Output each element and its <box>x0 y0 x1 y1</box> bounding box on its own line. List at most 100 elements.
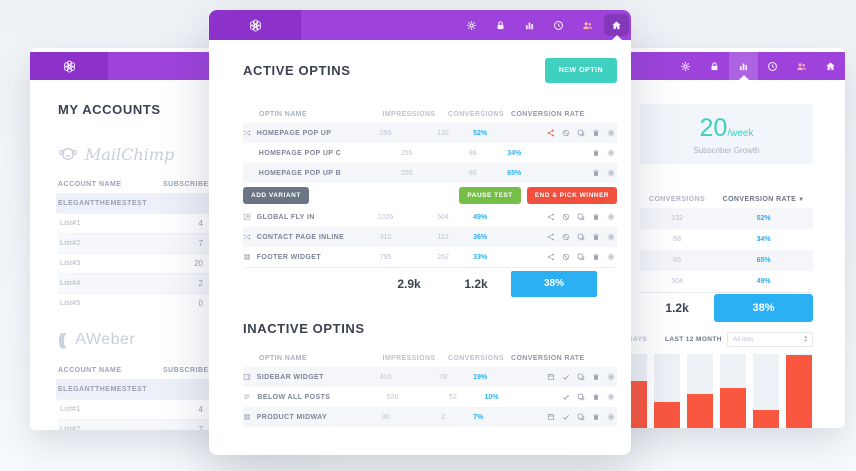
share-icon[interactable] <box>547 233 555 241</box>
accounts-icon[interactable] <box>573 10 602 40</box>
settings-icon[interactable] <box>607 253 615 261</box>
trash-icon[interactable] <box>592 373 600 381</box>
account-name-header: ACCOUNT NAME <box>58 180 122 188</box>
schedule-icon[interactable] <box>544 10 573 40</box>
ab-test-icon <box>243 129 257 137</box>
activate-check-icon[interactable] <box>562 373 570 381</box>
schedule-icon[interactable] <box>758 52 787 80</box>
duplicate-icon[interactable] <box>577 253 585 261</box>
preview-icon[interactable] <box>547 373 555 381</box>
activate-check-icon[interactable] <box>562 413 570 421</box>
conversions-header: CONVERSIONS <box>649 195 706 203</box>
settings-icon[interactable] <box>607 413 615 421</box>
duplicate-icon[interactable] <box>577 373 585 381</box>
stats-window: 20/week Subscriber Growth CONVERSIONS CO… <box>612 48 845 428</box>
settings-icon[interactable] <box>457 10 486 40</box>
select-arrows-icon: ▴ ▾ <box>804 334 807 344</box>
mailchimp-logo-text: MailChimp <box>85 144 175 164</box>
settings-icon[interactable] <box>607 169 615 177</box>
trash-icon[interactable] <box>592 129 600 137</box>
duplicate-icon[interactable] <box>577 129 585 137</box>
conversions-header: CONVERSIONS <box>447 354 505 362</box>
new-optin-button[interactable]: NEW OPTIN <box>544 58 617 83</box>
trash-icon[interactable] <box>592 233 600 241</box>
list-item: List#1 4 <box>58 213 294 233</box>
duplicate-icon[interactable] <box>577 213 585 221</box>
conversion-rate-sort-header[interactable]: CONVERSION RATE ▼ <box>722 195 805 203</box>
activate-check-icon[interactable] <box>562 393 570 401</box>
home-icon[interactable] <box>816 52 845 80</box>
lock-icon[interactable] <box>700 52 729 80</box>
mailchimp-monkey-icon <box>58 144 78 164</box>
table-row: 65 65% <box>640 250 813 271</box>
pause-test-button[interactable]: PAUSE TEST <box>459 186 521 204</box>
share-icon[interactable] <box>547 129 555 137</box>
aweber-logo-text: AWeber <box>75 331 136 348</box>
optins-window-header <box>209 10 631 40</box>
sort-desc-icon: ▼ <box>798 196 805 203</box>
disable-icon[interactable] <box>562 233 570 241</box>
settings-icon[interactable] <box>607 373 615 381</box>
disable-icon[interactable] <box>562 253 570 261</box>
settings-icon[interactable] <box>607 149 615 157</box>
accounts-page-title: MY ACCOUNTS <box>58 102 161 117</box>
trash-icon[interactable] <box>592 413 600 421</box>
chart-column <box>753 354 779 428</box>
disable-icon[interactable] <box>562 129 570 137</box>
subscriber-growth-card: 20/week Subscriber Growth <box>640 104 813 164</box>
duplicate-icon[interactable] <box>577 233 585 241</box>
account-name-header: ACCOUNT NAME <box>58 366 122 374</box>
share-icon[interactable] <box>547 213 555 221</box>
aweber-mark-icon: (( <box>58 330 67 349</box>
preview-icon[interactable] <box>547 413 555 421</box>
trash-icon[interactable] <box>592 149 600 157</box>
settings-icon[interactable] <box>671 52 700 80</box>
home-icon[interactable] <box>602 10 631 40</box>
impressions-header: IMPRESSIONS <box>382 110 436 118</box>
share-icon[interactable] <box>547 253 555 261</box>
stats-icon[interactable] <box>729 52 758 80</box>
settings-icon[interactable] <box>607 393 615 401</box>
settings-icon[interactable] <box>607 129 615 137</box>
subscriber-bar-chart <box>621 354 813 428</box>
inactive-optins-table: OPTIN NAME IMPRESSIONS CONVERSIONS CONVE… <box>243 349 617 427</box>
table-header-row: ACCOUNT NAME SUBSCRIBERS <box>58 175 322 193</box>
accounts-icon[interactable] <box>787 52 816 80</box>
window-top-strip <box>30 48 322 52</box>
chart-column <box>786 354 812 428</box>
chart-bar <box>654 402 680 428</box>
table-row: HOMEPAGE POP UP 255 132 52% <box>243 123 617 143</box>
totals-row: 2.9k 1.2k 38% <box>243 267 617 299</box>
table-row: BELOW ALL POSTS 520 52 10% <box>243 387 617 407</box>
table-row: SIDEBAR WIDGET 410 78 19% <box>243 367 617 387</box>
end-pick-winner-button[interactable]: END & PICK WINNER <box>526 186 617 204</box>
conversion-rate-header: CONVERSION RATE <box>511 354 585 362</box>
stats-window-header <box>612 52 845 80</box>
trash-icon[interactable] <box>592 393 600 401</box>
duplicate-icon[interactable] <box>577 393 585 401</box>
optins-window: ACTIVE OPTINS NEW OPTIN OPTIN NAME IMPRE… <box>209 10 631 455</box>
trash-icon[interactable] <box>592 213 600 221</box>
bloom-logo <box>209 10 301 40</box>
settings-icon[interactable] <box>607 213 615 221</box>
table-row: 132 52% <box>640 208 813 229</box>
flower-logo-icon <box>248 18 263 33</box>
totals-row: 1.2k 38% <box>640 292 813 322</box>
active-optins-table: OPTIN NAME IMPRESSIONS CONVERSIONS CONVE… <box>243 105 617 299</box>
optin-name-header: OPTIN NAME <box>259 110 307 118</box>
table-row: PRODUCT MIDWAY 30 2 7% <box>243 407 617 427</box>
range-last-12-month[interactable]: LAST 12 MONTH <box>665 335 722 343</box>
trash-icon[interactable] <box>592 169 600 177</box>
subscribers-header: SUBSCRIBERS <box>163 180 220 188</box>
trash-icon[interactable] <box>592 253 600 261</box>
lock-icon[interactable] <box>486 10 515 40</box>
disable-icon[interactable] <box>562 213 570 221</box>
flower-logo-icon <box>62 59 77 74</box>
settings-icon[interactable] <box>607 233 615 241</box>
list-filter-select[interactable]: All lists ▴ ▾ <box>727 331 813 347</box>
stats-icon[interactable] <box>515 10 544 40</box>
table-row: 504 49% <box>671 278 771 285</box>
growth-unit: /week <box>727 127 754 139</box>
duplicate-icon[interactable] <box>577 413 585 421</box>
add-variant-button[interactable]: ADD VARIANT <box>243 186 309 204</box>
